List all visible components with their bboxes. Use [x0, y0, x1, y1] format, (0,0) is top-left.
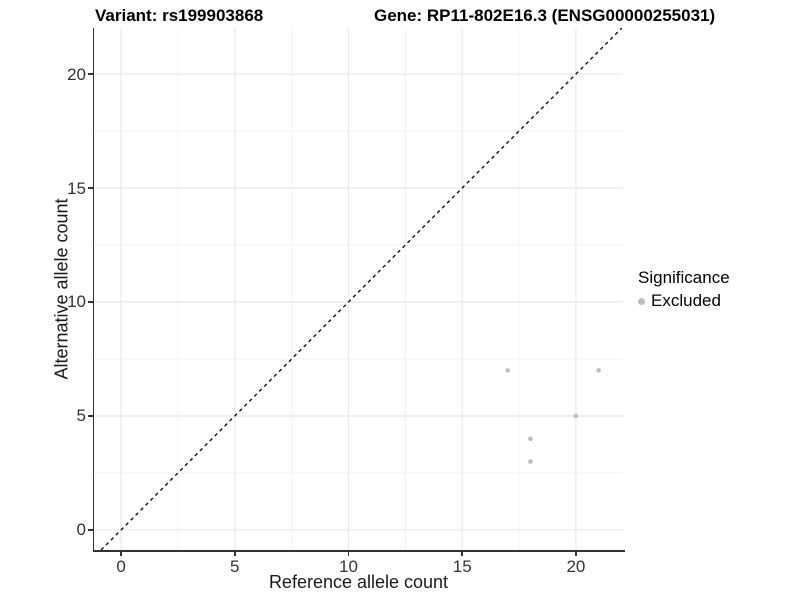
data-point	[573, 413, 579, 419]
legend-item: Excluded	[638, 291, 730, 311]
x-tick-mark	[461, 551, 463, 556]
y-tick-label: 0	[76, 520, 86, 540]
legend-title: Significance	[638, 268, 730, 287]
x-tick-label: 20	[566, 557, 586, 576]
x-tick-label: 10	[339, 557, 358, 576]
y-tick-mark	[88, 73, 93, 75]
y-tick-mark	[88, 529, 93, 531]
variant-title: Variant: rs199903868	[95, 6, 264, 25]
plot-canvas	[94, 28, 623, 550]
x-tick-mark	[575, 551, 577, 556]
legend-dot-icon	[638, 297, 645, 305]
y-tick-mark	[88, 187, 93, 189]
y-axis-line	[92, 28, 94, 552]
legend: Significance Excluded	[638, 268, 730, 311]
x-tick-mark	[347, 551, 350, 556]
identity-line	[100, 28, 623, 550]
x-tick-label: 5	[230, 557, 240, 576]
data-point	[505, 368, 510, 373]
gene-title: Gene: RP11-802E16.3 (ENSG00000255031)	[374, 6, 716, 25]
y-tick-mark	[88, 301, 93, 303]
data-point	[596, 368, 601, 373]
x-tick-label: 0	[116, 557, 126, 576]
legend-items: Excluded	[638, 291, 730, 311]
y-tick-label: 15	[67, 178, 86, 198]
y-tick-label: 10	[67, 292, 86, 312]
x-axis-title: Reference allele count	[268, 572, 449, 592]
legend-item-label: Excluded	[651, 291, 721, 310]
y-axis-title: Alternative allele count	[51, 198, 72, 380]
y-tick-mark	[88, 415, 93, 417]
x-tick-label: 15	[452, 557, 472, 576]
plot-panel	[94, 28, 623, 550]
y-tick-label: 20	[67, 64, 86, 84]
x-tick-mark	[120, 551, 122, 556]
data-point	[528, 436, 533, 442]
x-tick-mark	[234, 551, 236, 556]
y-tick-label: 5	[76, 406, 86, 426]
data-point	[528, 459, 533, 464]
x-axis-line	[92, 550, 625, 552]
